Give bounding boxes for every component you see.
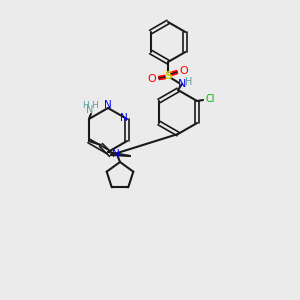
Text: N: N xyxy=(104,100,112,110)
Text: H: H xyxy=(185,77,193,87)
Text: H: H xyxy=(82,101,89,110)
Text: N: N xyxy=(178,79,186,89)
Text: N: N xyxy=(86,105,94,115)
Text: N: N xyxy=(120,113,128,123)
Text: S: S xyxy=(164,71,172,81)
Text: O: O xyxy=(180,66,188,76)
Text: N: N xyxy=(112,149,120,159)
Text: O: O xyxy=(148,74,156,84)
Text: H: H xyxy=(92,101,98,110)
Text: Cl: Cl xyxy=(205,94,215,104)
